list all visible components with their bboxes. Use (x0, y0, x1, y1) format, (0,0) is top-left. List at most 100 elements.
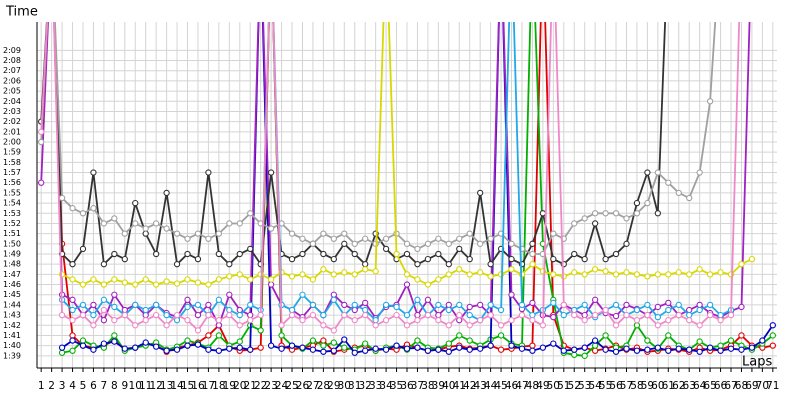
point (226, 291, 233, 298)
point (738, 303, 745, 311)
point (591, 342, 599, 349)
x-tick-label: 69 (745, 380, 758, 392)
point (581, 301, 588, 309)
point (466, 271, 473, 278)
point (288, 342, 296, 349)
point (529, 342, 536, 349)
point (267, 281, 275, 288)
point (278, 332, 285, 339)
point (247, 311, 254, 319)
point (456, 332, 463, 339)
point (424, 296, 432, 303)
point (675, 311, 682, 319)
point (654, 303, 661, 311)
x-tick-label: 49 (536, 380, 549, 392)
x-tick-label: 42 (463, 380, 476, 392)
point (351, 306, 358, 314)
point (508, 317, 515, 324)
y-tick-label: 1:56 (3, 178, 21, 187)
y-tick-label: 2:07 (3, 66, 21, 75)
point (142, 276, 149, 283)
point (236, 271, 243, 278)
y-tick-label: 1:45 (3, 290, 21, 299)
x-tick-label: 47 (515, 380, 528, 392)
point (665, 317, 672, 324)
point (403, 240, 411, 247)
point (184, 250, 191, 258)
point (382, 317, 390, 324)
point (173, 261, 181, 268)
point (90, 301, 97, 309)
point (748, 344, 756, 351)
point (675, 189, 682, 197)
point (320, 322, 327, 329)
x-tick-label: 30 (338, 380, 351, 392)
point (215, 296, 223, 303)
point (550, 271, 557, 278)
point (382, 301, 390, 309)
point (633, 322, 641, 329)
point (382, 235, 390, 242)
y-tick-label: 1:51 (3, 229, 21, 238)
x-tick-label: 41 (453, 380, 466, 392)
point (79, 301, 87, 309)
point (153, 301, 160, 309)
point (529, 299, 536, 307)
point (382, 346, 390, 353)
point (487, 235, 494, 242)
point (769, 322, 776, 329)
point (706, 271, 714, 278)
point (560, 347, 567, 354)
x-tick-label: 50 (547, 380, 560, 392)
x-tick-label: 16 (191, 380, 205, 392)
point (226, 273, 233, 280)
point (267, 225, 275, 232)
point (466, 346, 473, 353)
point (612, 250, 620, 258)
point (466, 322, 473, 329)
x-tick-label: 64 (693, 380, 707, 392)
point (90, 169, 97, 176)
point (142, 230, 149, 237)
point (184, 235, 191, 242)
point (571, 351, 578, 358)
point (341, 240, 348, 247)
point (121, 306, 128, 314)
point (194, 255, 202, 263)
point (414, 276, 421, 283)
point (654, 169, 661, 176)
point (477, 345, 484, 352)
point (142, 225, 149, 232)
point (215, 250, 223, 258)
point (184, 342, 191, 349)
y-tick-label: 1:55 (3, 188, 21, 197)
y-tick-label: 1:43 (3, 311, 21, 320)
point (581, 311, 588, 319)
point (100, 220, 108, 227)
point (79, 342, 87, 349)
point (215, 317, 223, 324)
point (550, 255, 557, 263)
point (727, 345, 735, 352)
point (738, 346, 745, 353)
point (132, 199, 139, 207)
point (654, 271, 661, 278)
point (508, 342, 515, 349)
x-tick-label: 13 (160, 380, 173, 392)
point (299, 317, 306, 324)
point (497, 322, 505, 329)
x-tick-label: 10 (129, 380, 142, 392)
point (309, 311, 317, 319)
point (226, 311, 233, 319)
point (58, 194, 66, 202)
point (456, 344, 463, 351)
point (121, 345, 128, 352)
point (497, 332, 505, 339)
point (278, 345, 285, 352)
point (424, 311, 432, 319)
point (194, 341, 202, 348)
point (194, 301, 202, 309)
y-tick-label: 2:08 (3, 56, 21, 65)
x-tick-label: 55 (599, 380, 612, 392)
point (424, 240, 432, 247)
